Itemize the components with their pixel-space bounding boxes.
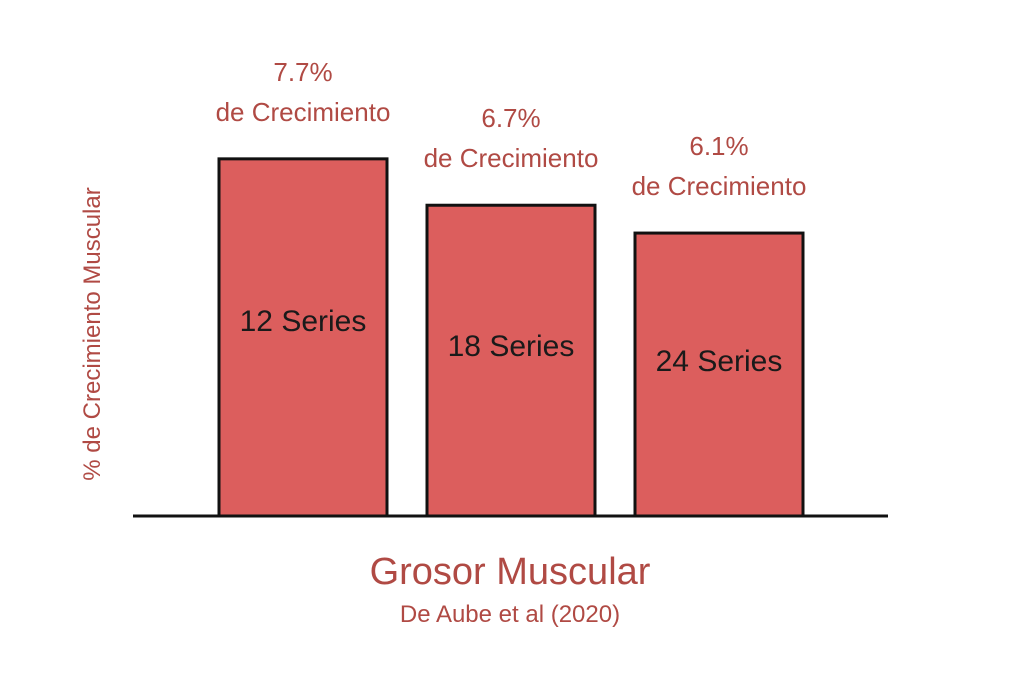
- bar-value-caption: de Crecimiento: [632, 171, 807, 201]
- bar-1: [217, 157, 389, 518]
- chart-title: Grosor Muscular: [370, 551, 651, 593]
- value-labels-layer: 7.7% de Crecimiento 6.7% de Crecimiento 6.1%…: [216, 57, 807, 201]
- bar-value-label: 6.7%: [481, 103, 540, 133]
- bar-category-label: 12 Series: [240, 305, 367, 338]
- bars-layer: [217, 157, 805, 518]
- bar-value-caption: de Crecimiento: [216, 97, 391, 127]
- y-axis-label: % de Crecimiento Muscular: [79, 187, 106, 480]
- bar-category-label: 18 Series: [448, 330, 575, 363]
- bar-category-label: 24 Series: [656, 345, 783, 378]
- bar-value-label: 6.1%: [689, 131, 748, 161]
- bar-value-label: 7.7%: [273, 57, 332, 87]
- bar-labels-layer: 12 Series 18 Series 24 Series: [240, 305, 783, 378]
- chart-subtitle: De Aube et al (2020): [400, 601, 620, 628]
- bar-3: [633, 231, 805, 518]
- bar-value-caption: de Crecimiento: [424, 143, 599, 173]
- bar-2: [425, 203, 597, 518]
